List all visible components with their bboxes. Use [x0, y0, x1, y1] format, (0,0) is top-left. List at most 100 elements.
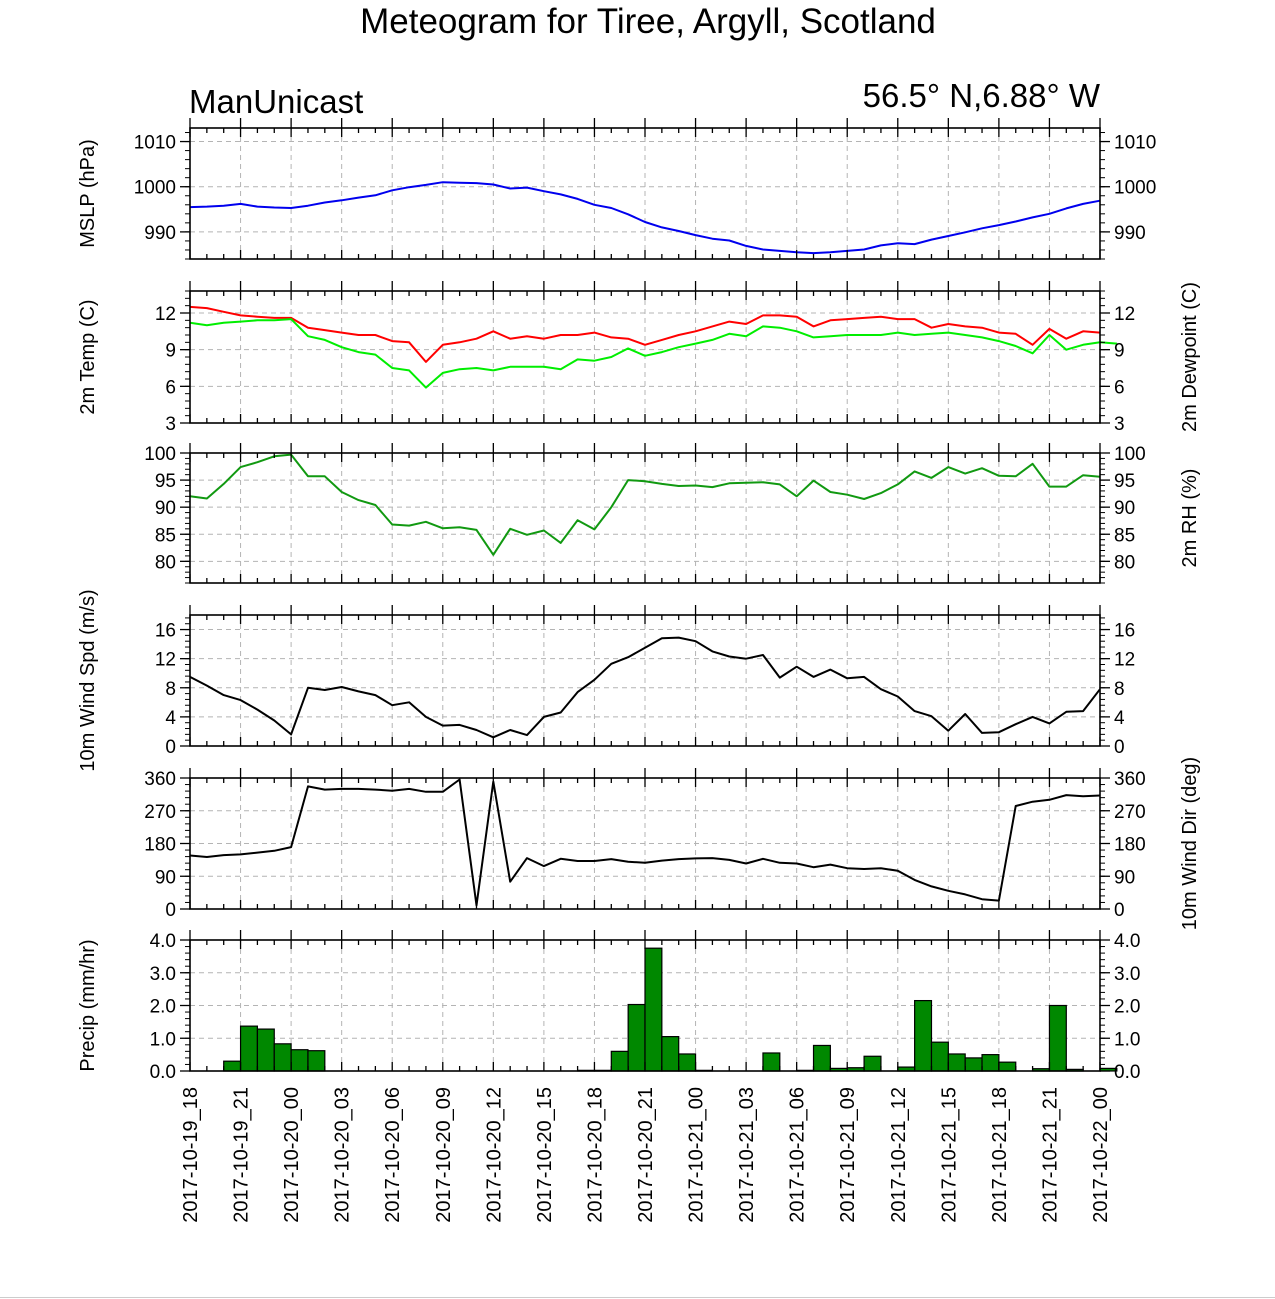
precip-bar [678, 1053, 697, 1072]
y-tick-label-left: 8 [165, 679, 176, 700]
x-tick-label: 2017-10-20_09 [433, 1087, 455, 1223]
precip-bar [981, 1054, 1000, 1072]
y-tick-label-right: 180 [1114, 835, 1146, 856]
precip-bar [812, 1044, 831, 1072]
y-tick-label-right: 12 [1114, 304, 1135, 325]
x-tick-label: 2017-10-20_21 [635, 1087, 657, 1223]
panel-wind_dir: 0 0 90 90 180 180 270 270 360 360 10m Wind Dir (de… [144, 757, 1201, 930]
x-tick-label: 2017-10-21_12 [888, 1087, 910, 1223]
panel-rh: 80 80 85 85 90 90 95 95 100 100 2m RH (%) [144, 443, 1201, 584]
y-axis-title-left: MSLP (hPa) [77, 139, 99, 248]
precip-bar [914, 999, 933, 1072]
precip-bar [239, 1025, 259, 1072]
y-tick-label-left: 80 [155, 552, 176, 573]
precip-bar [947, 1053, 966, 1072]
x-tick-label: 2017-10-21_21 [1039, 1087, 1061, 1223]
y-tick-label-right: 8 [1114, 679, 1125, 700]
y-tick-label-right: 0 [1114, 900, 1125, 921]
precip-bar [610, 1050, 629, 1072]
y-tick-label-left: 90 [155, 498, 176, 519]
series-line-temp-1 [189, 318, 1117, 389]
precip-bar [290, 1049, 309, 1072]
x-tick-label: 2017-10-20_06 [382, 1087, 404, 1223]
y-axis-title-left: 10m Wind Spd (m/s) [77, 589, 99, 771]
y-tick-label-left: 16 [155, 621, 176, 642]
y-tick-label-right: 12 [1114, 650, 1135, 671]
precip-bar [644, 947, 663, 1072]
y-tick-label-right: 2.0 [1114, 997, 1140, 1018]
y-tick-label-left: 1010 [134, 133, 176, 154]
model-label: ManUnicast [189, 83, 363, 120]
y-tick-label-right: 90 [1114, 498, 1135, 519]
precip-bar [661, 1036, 680, 1072]
x-tick-label: 2017-10-20_15 [534, 1087, 556, 1223]
y-tick-label-right: 1000 [1114, 178, 1156, 199]
y-tick-label-left: 270 [144, 802, 176, 823]
y-tick-label-right: 1010 [1114, 133, 1156, 154]
y-tick-label-right: 3 [1114, 414, 1125, 435]
y-tick-label-left: 3.0 [150, 964, 176, 985]
precip-bar [998, 1061, 1017, 1072]
precip-bar [273, 1043, 292, 1072]
x-tick-label: 2017-10-20_18 [584, 1087, 606, 1223]
location-label: 56.5° N,6.88° W [863, 77, 1101, 114]
precip-bar [307, 1050, 326, 1072]
y-tick-label-right: 90 [1114, 867, 1135, 888]
x-tick-label: 2017-10-22_00 [1090, 1087, 1112, 1223]
y-tick-label-left: 0.0 [150, 1062, 176, 1083]
y-tick-label-right: 80 [1114, 552, 1135, 573]
x-tick-label: 2017-10-21_09 [837, 1087, 859, 1223]
y-tick-label-right: 100 [1114, 444, 1146, 465]
x-tick-label: 2017-10-20_03 [332, 1087, 354, 1223]
y-tick-label-left: 990 [144, 223, 176, 244]
y-tick-label-left: 1000 [134, 178, 176, 199]
y-tick-label-left: 0 [165, 900, 176, 921]
y-tick-label-left: 3 [165, 414, 176, 435]
x-tick-label: 2017-10-21_06 [787, 1087, 809, 1223]
x-axis: 2017-10-19_18 2017-10-19_21 2017-10-20_00 2… [180, 1087, 1112, 1223]
x-tick-label: 2017-10-21_15 [938, 1087, 960, 1223]
precip-bar [256, 1028, 275, 1072]
x-tick-label: 2017-10-19_21 [231, 1087, 253, 1223]
y-tick-label-right: 16 [1114, 621, 1135, 642]
y-tick-label-left: 100 [144, 444, 176, 465]
precip-bar [762, 1052, 781, 1072]
panel-mslp: 990 990 1000 1000 1010 1010 MSLP (hPa) [77, 118, 1156, 260]
precip-bar [223, 1060, 242, 1072]
panel-wind_spd: 0 0 4 4 8 8 12 12 16 16 10m Wind Spd (m/s) [77, 589, 1135, 771]
y-tick-label-right: 9 [1114, 341, 1125, 362]
y-tick-label-right: 1.0 [1114, 1029, 1140, 1050]
x-tick-label: 2017-10-20_12 [483, 1087, 505, 1223]
y-tick-label-left: 360 [144, 769, 176, 790]
y-tick-label-left: 85 [155, 525, 176, 546]
y-tick-label-left: 2.0 [150, 997, 176, 1018]
y-axis-title-left: 2m Temp (C) [77, 299, 99, 414]
series-line-wind_spd-0 [189, 636, 1101, 739]
y-tick-label-left: 1.0 [150, 1029, 176, 1050]
panel-precip: 0.0 0.0 1.0 1.0 2.0 2.0 3.0 3.0 4.0 4.0 Precip (mm… [77, 930, 1140, 1083]
y-axis-title-right: 10m Wind Dir (deg) [1179, 757, 1201, 930]
y-axis-title-left: Precip (mm/hr) [77, 939, 99, 1071]
y-tick-label-right: 0 [1114, 737, 1125, 758]
precip-bar [863, 1055, 882, 1072]
y-axis-title-right: 2m Dewpoint (C) [1179, 282, 1201, 432]
y-tick-label-right: 990 [1114, 223, 1146, 244]
y-tick-label-left: 9 [165, 341, 176, 362]
y-tick-label-left: 12 [155, 650, 176, 671]
x-tick-label: 2017-10-19_18 [180, 1087, 202, 1223]
y-tick-label-right: 4.0 [1114, 931, 1140, 952]
bottom-divider [0, 1297, 1275, 1298]
chart-title: Meteogram for Tiree, Argyll, Scotland [360, 2, 936, 41]
series-line-temp-0 [189, 305, 1101, 363]
y-tick-label-left: 12 [155, 304, 176, 325]
x-tick-label: 2017-10-20_00 [281, 1087, 303, 1223]
x-tick-label: 2017-10-21_03 [736, 1087, 758, 1223]
panel-temp: 3 3 6 6 9 9 12 12 2m Temp (C) 2m Dewpoint (C) [77, 281, 1201, 435]
precip-bar [930, 1041, 949, 1072]
y-tick-label-left: 6 [165, 377, 176, 398]
precip-bar [1048, 1004, 1067, 1072]
series-line-rh-0 [189, 453, 1101, 556]
y-tick-label-left: 90 [155, 867, 176, 888]
